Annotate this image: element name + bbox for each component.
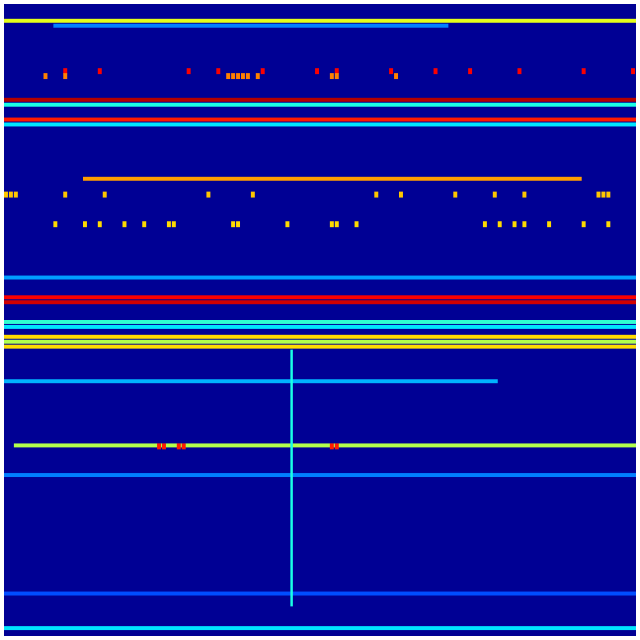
heatmap-spot xyxy=(231,221,236,228)
heatmap-spot xyxy=(522,191,527,198)
heatmap-spot xyxy=(606,221,611,228)
heatmap-band xyxy=(4,473,636,478)
heatmap-band xyxy=(4,379,498,384)
heatmap-spot xyxy=(334,73,339,80)
heatmap-spot xyxy=(176,443,181,450)
heatmap-spot xyxy=(4,191,8,198)
heatmap-band xyxy=(4,339,636,344)
heatmap-spot xyxy=(399,191,403,198)
heatmap-spot xyxy=(162,443,166,450)
heatmap-spot xyxy=(631,68,636,75)
heatmap-band xyxy=(4,122,636,127)
heatmap-spot xyxy=(186,68,191,75)
heatmap-spot xyxy=(354,221,359,228)
heatmap-spot xyxy=(512,221,517,228)
heatmap-spot xyxy=(63,73,68,80)
heatmap-band xyxy=(4,591,636,596)
heatmap-spot xyxy=(517,68,522,75)
heatmap-spot xyxy=(522,221,527,228)
heatmap-spot xyxy=(285,221,290,228)
heatmap-spot xyxy=(83,221,87,228)
heatmap-band xyxy=(4,344,636,349)
heatmap-band xyxy=(4,117,636,122)
heatmap-spot xyxy=(329,73,334,80)
heatmap-spot xyxy=(482,221,487,228)
spectrogram-heatmap xyxy=(4,4,636,636)
heatmap-spot xyxy=(8,191,13,198)
heatmap-spot xyxy=(606,191,611,198)
heatmap-spot xyxy=(245,73,250,80)
heatmap-band xyxy=(4,626,636,631)
heatmap-band xyxy=(4,324,636,329)
heatmap-spot xyxy=(497,221,502,228)
heatmap-spot xyxy=(334,221,339,228)
heatmap-spot xyxy=(102,191,107,198)
heatmap-spot xyxy=(329,221,334,228)
heatmap-spot xyxy=(374,191,379,198)
heatmap-band xyxy=(4,275,636,280)
heatmap-spot xyxy=(250,191,255,198)
heatmap-spot xyxy=(142,221,147,228)
heatmap-band xyxy=(4,320,636,324)
heatmap-spot xyxy=(231,73,236,80)
heatmap-spot xyxy=(43,73,48,80)
heatmap-spot xyxy=(13,191,18,198)
heatmap-band xyxy=(4,300,636,305)
heatmap-spot xyxy=(63,191,68,198)
heatmap-streak xyxy=(290,349,293,607)
heatmap-spot xyxy=(255,73,260,80)
heatmap-spot xyxy=(334,68,339,75)
heatmap-spot xyxy=(241,73,245,80)
heatmap-spot xyxy=(206,191,211,198)
heatmap-band xyxy=(53,23,449,28)
heatmap-spot xyxy=(453,191,458,198)
heatmap-spot xyxy=(157,443,162,450)
heatmap-spot xyxy=(581,68,586,75)
heatmap-spot xyxy=(601,191,606,198)
heatmap-cells xyxy=(4,18,636,631)
heatmap-spot xyxy=(260,68,265,75)
heatmap-spot xyxy=(468,68,473,75)
heatmap-spot xyxy=(236,221,241,228)
heatmap-band xyxy=(83,176,582,181)
heatmap-band xyxy=(4,334,636,339)
heatmap-spot xyxy=(581,221,586,228)
heatmap-spot xyxy=(226,73,231,80)
heatmap-spot xyxy=(433,68,438,75)
heatmap-band xyxy=(13,443,636,448)
heatmap-spot xyxy=(63,68,68,75)
heatmap-spot xyxy=(389,68,394,75)
heatmap-spot xyxy=(394,73,399,80)
heatmap-band xyxy=(4,102,636,107)
heatmap-spot xyxy=(171,221,176,228)
heatmap-spot xyxy=(97,221,102,228)
heatmap-band xyxy=(4,18,636,23)
heatmap-spot xyxy=(596,191,601,198)
heatmap-spot xyxy=(166,221,171,228)
heatmap-spot xyxy=(97,68,102,75)
heatmap-band xyxy=(4,295,636,300)
heatmap-spot xyxy=(53,221,58,228)
heatmap-band xyxy=(4,97,636,102)
heatmap-spot xyxy=(181,443,186,450)
heatmap-spot xyxy=(315,68,320,75)
heatmap-spot xyxy=(547,221,552,228)
heatmap-spot xyxy=(492,191,497,198)
heatmap-spot xyxy=(122,221,127,228)
heatmap-spot xyxy=(329,443,334,450)
heatmap-spot xyxy=(216,68,221,75)
heatmap-spot xyxy=(334,443,339,450)
heatmap-spot xyxy=(236,73,241,80)
